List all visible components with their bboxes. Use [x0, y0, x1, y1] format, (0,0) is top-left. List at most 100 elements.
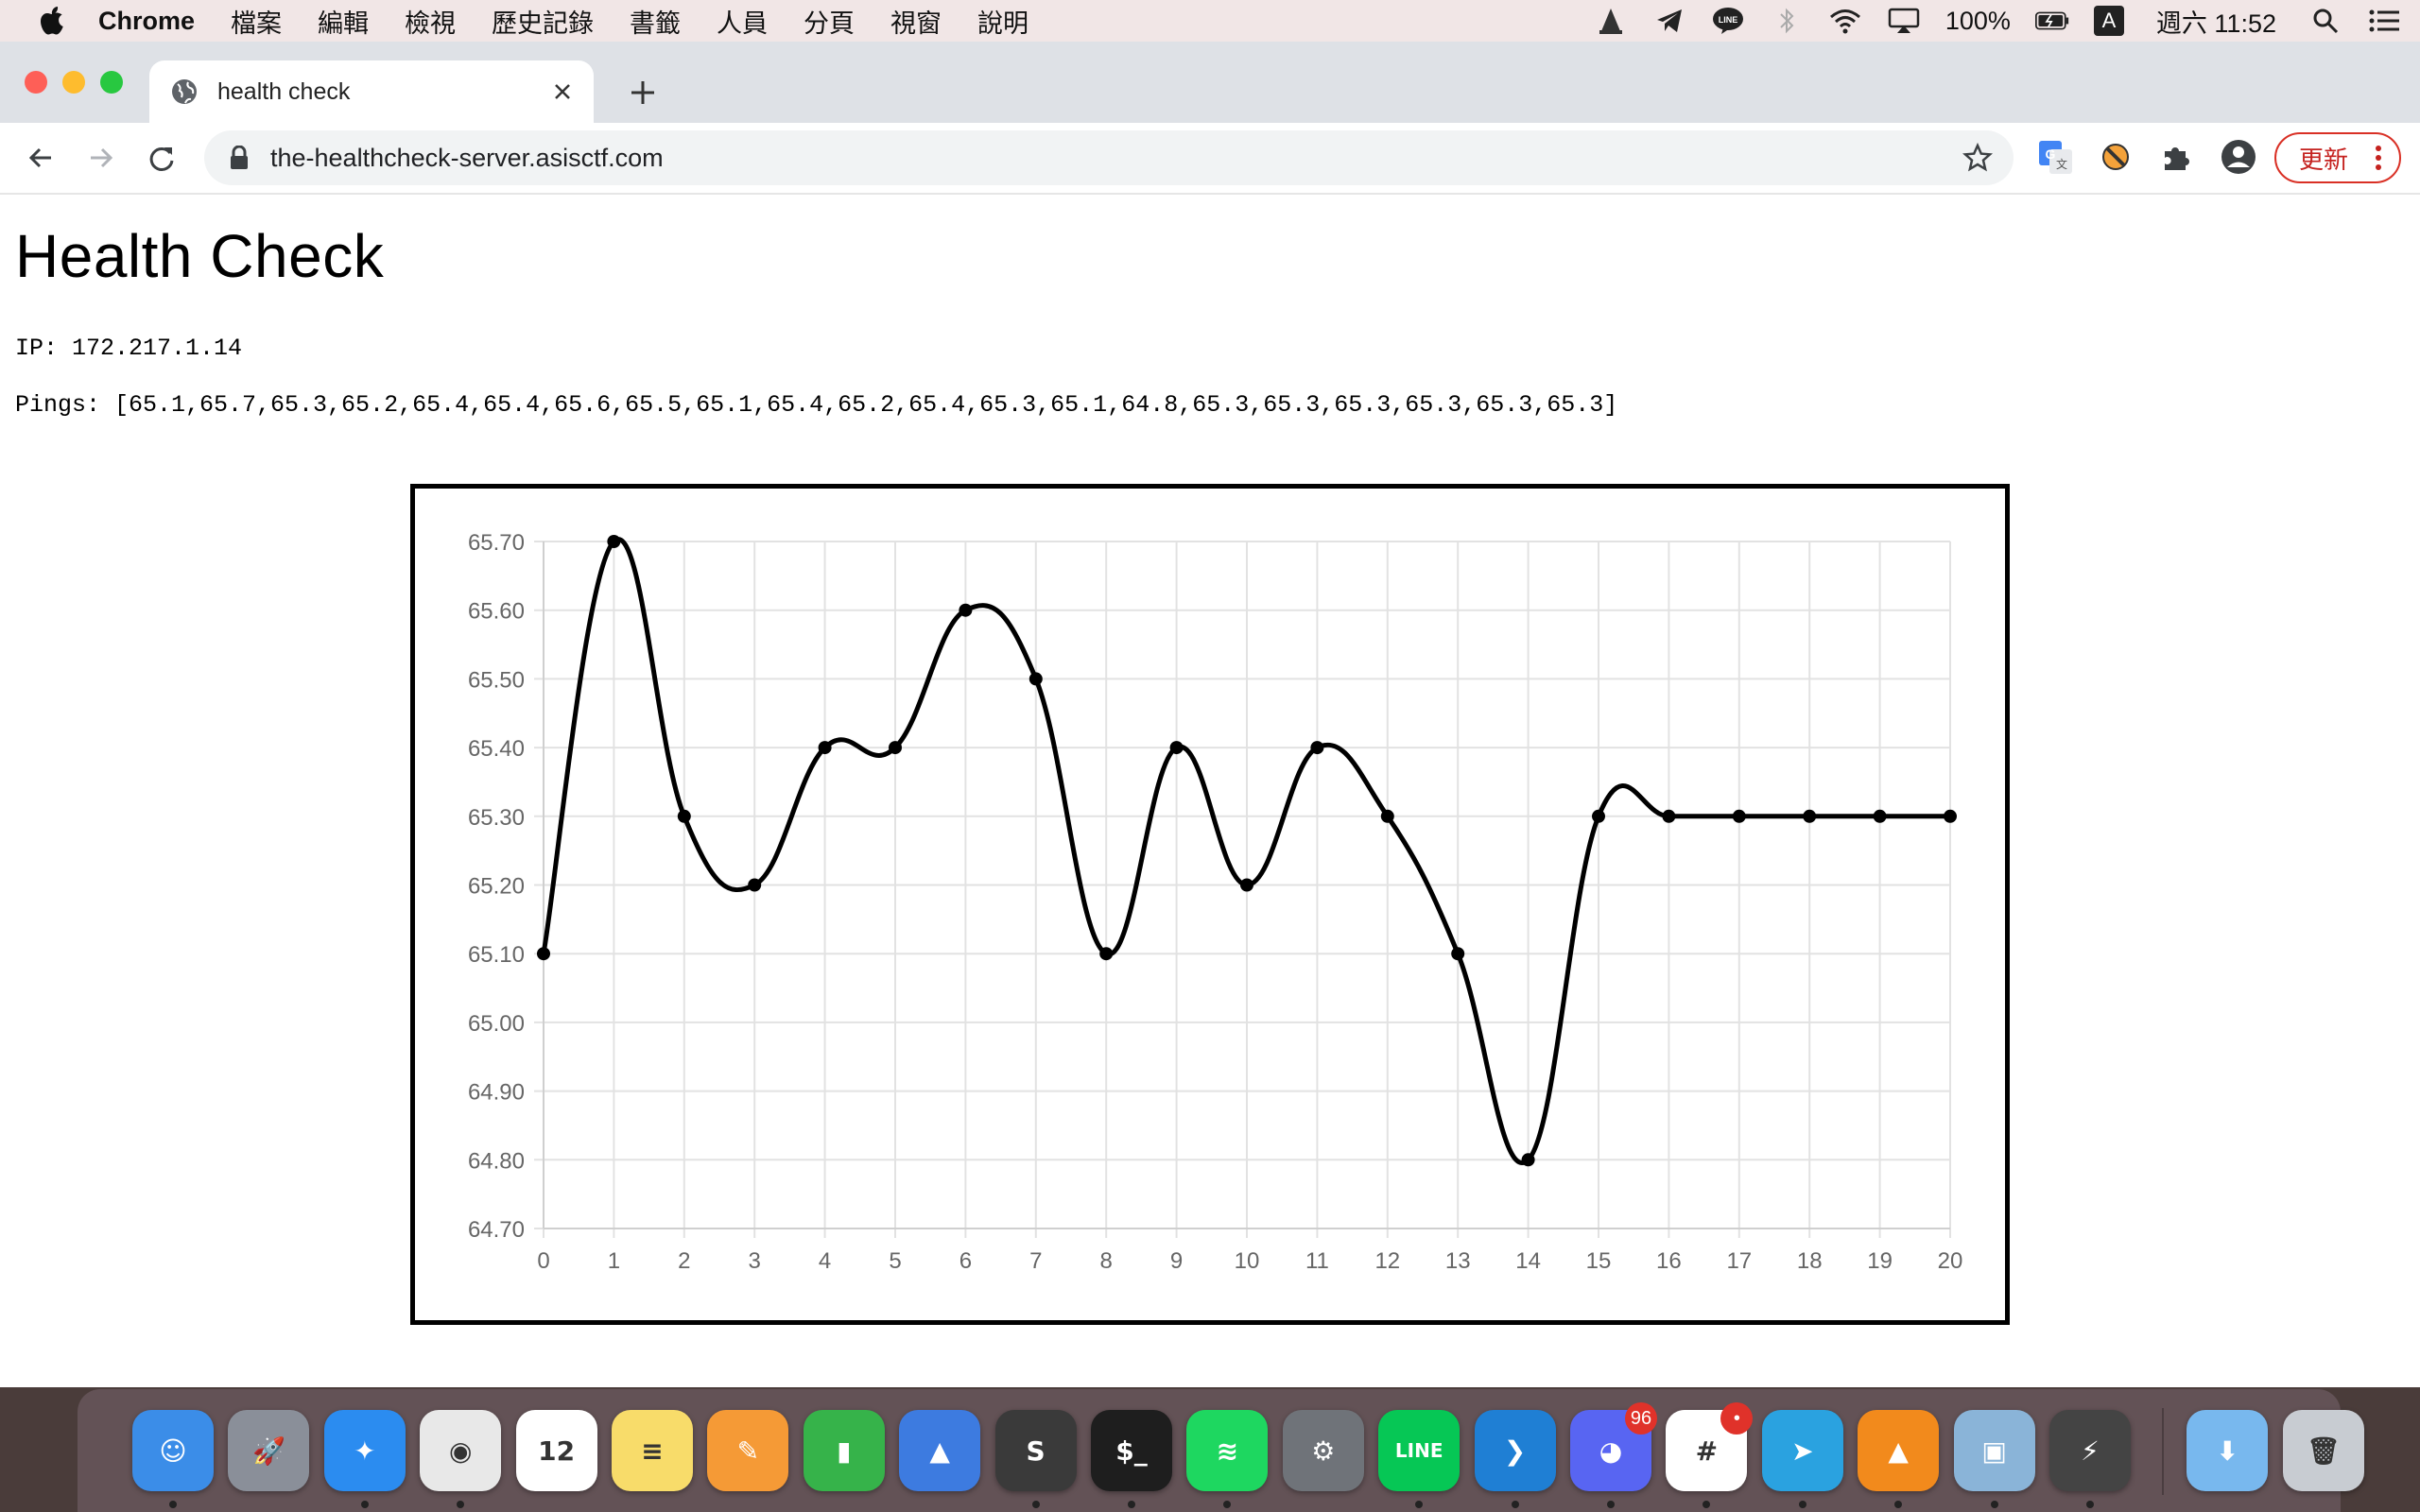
- reload-icon[interactable]: [144, 140, 180, 176]
- data-point[interactable]: [889, 741, 902, 755]
- lock-icon[interactable]: [229, 146, 250, 170]
- dock-notes-icon[interactable]: ≡: [612, 1410, 693, 1491]
- y-tick-label: 65.30: [468, 805, 525, 831]
- minimize-window-button[interactable]: [62, 71, 85, 94]
- new-tab-icon[interactable]: [626, 76, 660, 110]
- dock-safari-icon[interactable]: ✦: [323, 1410, 406, 1491]
- dock-terminal-icon[interactable]: $_: [1091, 1410, 1172, 1491]
- line-status-icon[interactable]: LINE: [1711, 7, 1745, 35]
- bluetooth-icon[interactable]: [1770, 7, 1804, 35]
- close-tab-icon[interactable]: [552, 81, 573, 102]
- url-text[interactable]: the-healthcheck-server.asisctf.com: [270, 143, 664, 172]
- dock-discord-icon[interactable]: ◕ 96: [1570, 1402, 1657, 1491]
- dock-pages-icon[interactable]: ✎: [707, 1410, 789, 1491]
- data-point[interactable]: [1451, 947, 1465, 961]
- y-tick-label: 64.70: [468, 1217, 525, 1243]
- menu-tab[interactable]: 分頁: [804, 9, 856, 38]
- menu-view[interactable]: 檢視: [405, 9, 457, 38]
- address-bar[interactable]: the-healthcheck-server.asisctf.com: [204, 130, 2014, 185]
- x-tick-label: 8: [1100, 1248, 1113, 1274]
- notification-center-icon[interactable]: [2367, 7, 2401, 35]
- data-point[interactable]: [1240, 878, 1253, 892]
- bookmark-star-icon[interactable]: [1962, 143, 1993, 173]
- dock-downloads-icon[interactable]: ⬇: [2187, 1410, 2269, 1491]
- dock-sublime-text-glyph: S: [1026, 1435, 1046, 1467]
- dock-postman-icon[interactable]: ⚡: [2049, 1410, 2131, 1491]
- more-menu-icon[interactable]: [2375, 144, 2382, 172]
- data-point[interactable]: [1099, 947, 1114, 961]
- data-point[interactable]: [1028, 672, 1043, 686]
- menu-help[interactable]: 說明: [977, 9, 1029, 38]
- menu-bookmarks[interactable]: 書籤: [630, 9, 682, 38]
- dock-chrome-icon[interactable]: ◉: [420, 1410, 502, 1491]
- app-menu-chrome[interactable]: Chrome: [98, 6, 196, 35]
- data-point[interactable]: [818, 741, 832, 755]
- dock-keynote-icon[interactable]: ▲: [899, 1410, 981, 1491]
- data-point[interactable]: [959, 603, 973, 617]
- battery-icon[interactable]: [2034, 7, 2069, 35]
- back-icon[interactable]: [23, 140, 59, 176]
- x-tick-label: 3: [749, 1248, 761, 1274]
- data-point[interactable]: [1803, 809, 1817, 823]
- menubar-clock[interactable]: 週六 11:52: [2155, 9, 2276, 38]
- dock-line-icon[interactable]: LINE: [1378, 1410, 1461, 1491]
- dock-launchpad-icon[interactable]: 🚀: [228, 1410, 310, 1491]
- dock-telegram-icon[interactable]: ➤: [1761, 1410, 1843, 1491]
- dock-finder-icon[interactable]: ☺: [132, 1410, 214, 1491]
- tab-health-check[interactable]: health check: [149, 60, 594, 123]
- data-point[interactable]: [607, 535, 621, 548]
- forward-icon[interactable]: [83, 140, 119, 176]
- dock-calendar-icon[interactable]: 12: [515, 1410, 597, 1491]
- menu-history[interactable]: 歷史記錄: [492, 9, 595, 38]
- dock-numbers-icon[interactable]: ▮: [803, 1410, 885, 1491]
- data-point[interactable]: [1169, 741, 1184, 755]
- dock-slack-icon[interactable]: # •: [1666, 1402, 1754, 1491]
- data-point[interactable]: [1592, 809, 1605, 823]
- data-point[interactable]: [1380, 809, 1394, 823]
- dock: ☺ 🚀 ✦ ◉ 12 ≡ ✎ ▮ ▲ S $_ ≋ ⚙ LINE ❯ ◕ 96 # • ➤ ▲ ▣ ⚡ ⬇ 🗑: [78, 1389, 2364, 1512]
- dock-spotify-icon[interactable]: ≋: [1186, 1410, 1269, 1491]
- data-point[interactable]: [1732, 809, 1746, 823]
- dock-preview-icon[interactable]: ▣: [1953, 1410, 2035, 1491]
- dock-vlc-icon[interactable]: ▲: [1858, 1410, 1940, 1491]
- data-point[interactable]: [748, 878, 762, 892]
- data-point[interactable]: [537, 947, 550, 961]
- menu-people[interactable]: 人員: [717, 9, 769, 38]
- x-tick-label: 1: [608, 1248, 620, 1274]
- x-tick-label: 15: [1586, 1248, 1612, 1274]
- wifi-icon[interactable]: [1828, 7, 1862, 35]
- update-button-label: 更新: [2299, 145, 2349, 174]
- dock-launchpad-glyph: 🚀: [251, 1435, 285, 1467]
- extensions-puzzle-icon[interactable]: [2157, 138, 2195, 176]
- dock-sublime-text-icon[interactable]: S: [994, 1410, 1077, 1491]
- x-tick-label: 16: [1656, 1248, 1682, 1274]
- profile-avatar-icon[interactable]: [2220, 138, 2257, 176]
- airplay-icon[interactable]: [1887, 7, 1921, 35]
- update-chrome-button[interactable]: 更新: [2274, 132, 2401, 183]
- dock-running-indicator: [1223, 1501, 1232, 1508]
- dock-badge: •: [1720, 1402, 1754, 1435]
- input-method-indicator[interactable]: A: [2093, 6, 2124, 36]
- data-point[interactable]: [677, 809, 691, 823]
- data-point[interactable]: [1662, 809, 1676, 823]
- dock-vscode-icon[interactable]: ❯: [1474, 1410, 1556, 1491]
- extension-icon[interactable]: [2097, 138, 2135, 176]
- data-point[interactable]: [1310, 741, 1324, 755]
- close-window-button[interactable]: [25, 71, 47, 94]
- spotlight-search-icon[interactable]: [2308, 7, 2342, 35]
- dock-trash-icon[interactable]: 🗑: [2282, 1410, 2364, 1491]
- dock-system-preferences-icon[interactable]: ⚙: [1282, 1410, 1364, 1491]
- svg-text:G: G: [2046, 146, 2056, 162]
- vlc-status-icon[interactable]: [1594, 7, 1628, 35]
- telegram-status-icon[interactable]: [1652, 7, 1686, 35]
- data-point[interactable]: [1873, 809, 1887, 823]
- data-point[interactable]: [1521, 1153, 1535, 1167]
- data-point[interactable]: [1944, 809, 1957, 823]
- apple-menu-icon[interactable]: [38, 5, 66, 37]
- zoom-window-button[interactable]: [100, 71, 123, 94]
- menu-edit[interactable]: 編輯: [318, 9, 370, 38]
- google-translate-icon[interactable]: G 文: [2036, 138, 2074, 176]
- browser-window: health check the-healthcheck-server.asis…: [0, 42, 2420, 1387]
- menu-window[interactable]: 視窗: [890, 9, 942, 38]
- menu-file[interactable]: 檔案: [231, 9, 283, 38]
